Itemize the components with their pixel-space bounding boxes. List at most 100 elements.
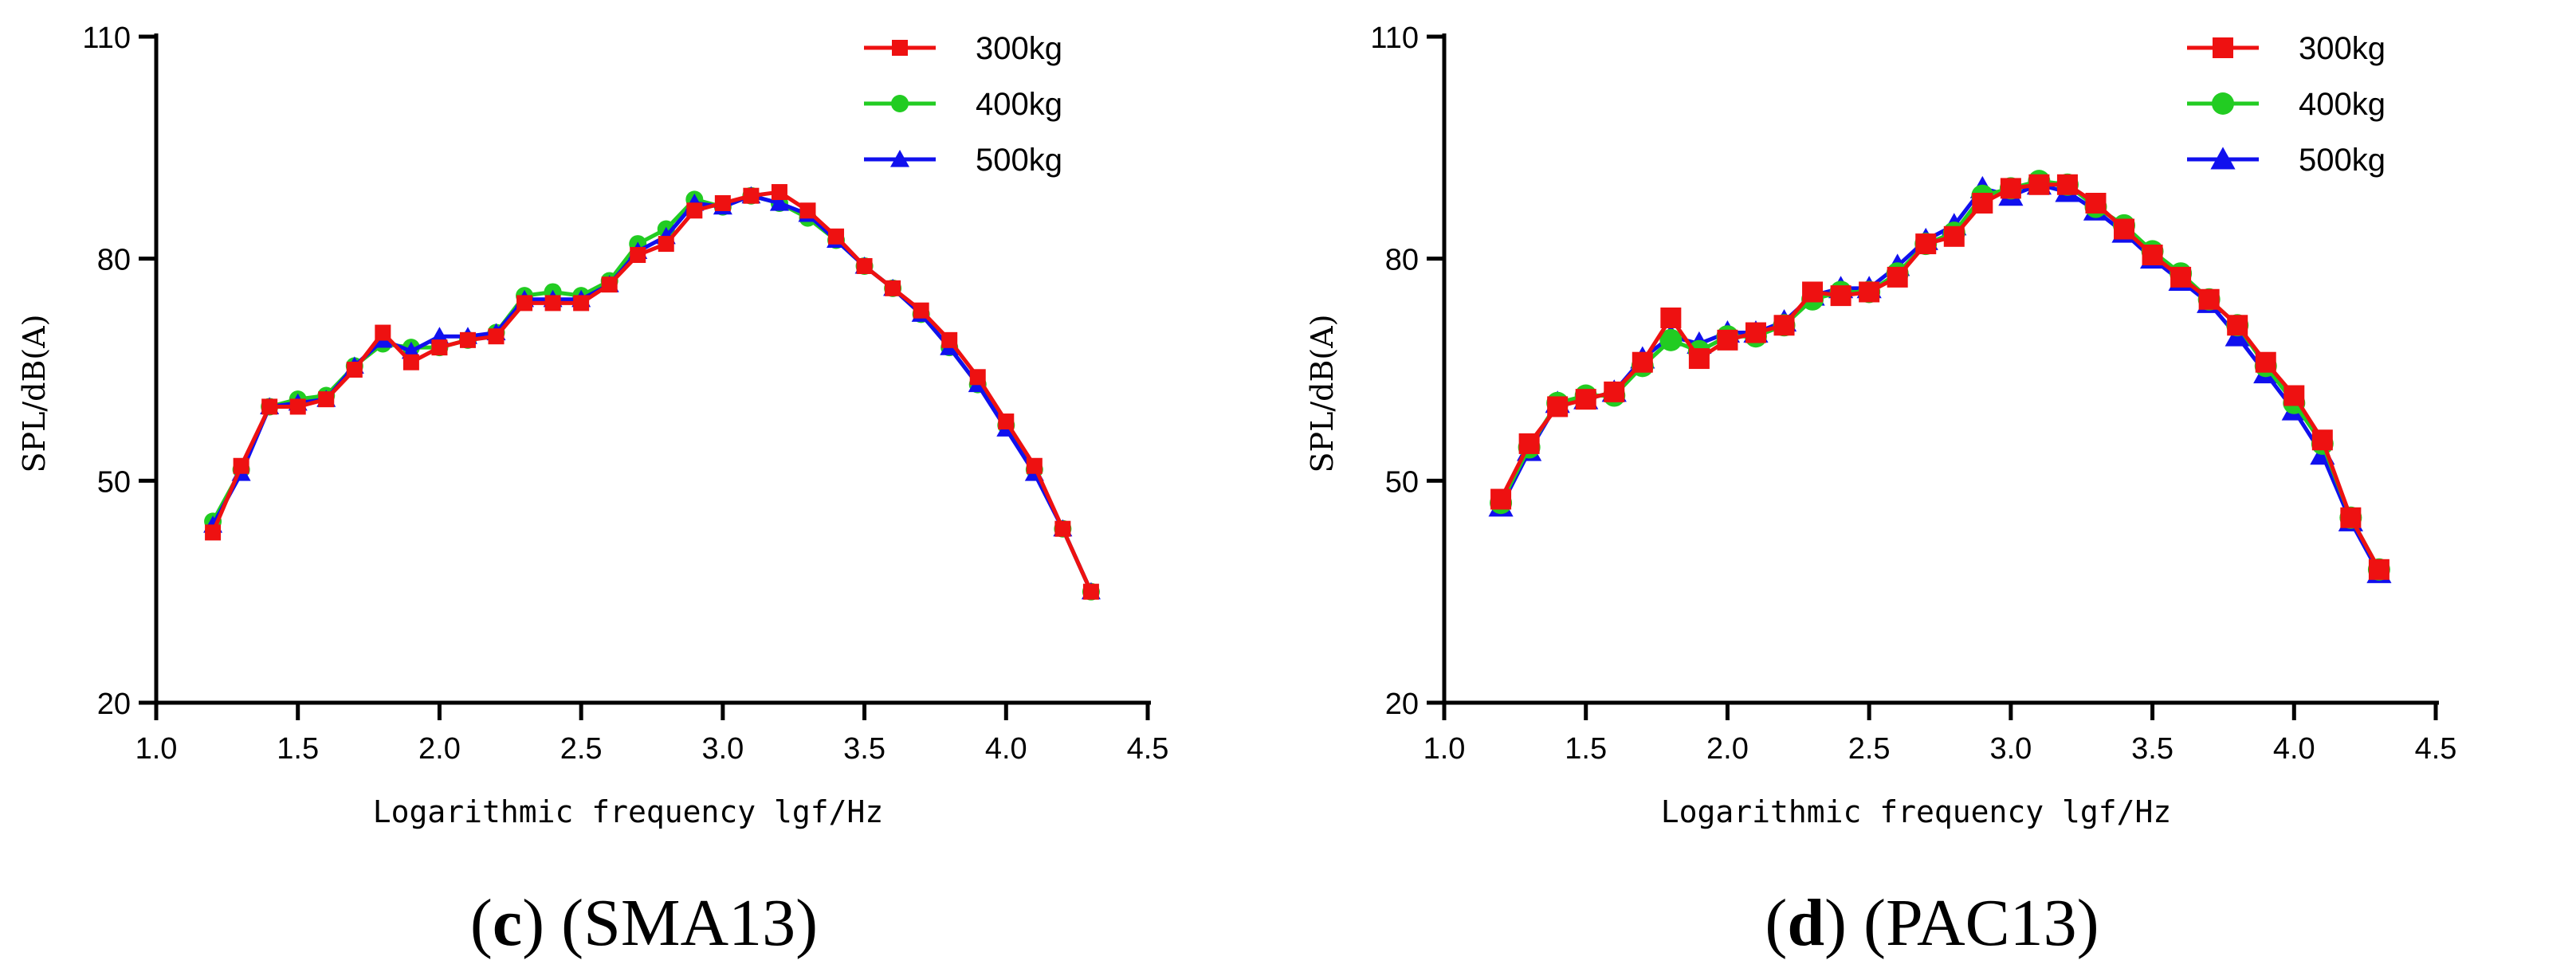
data-point-300kg xyxy=(2056,174,2078,195)
y-tick-label: 50 xyxy=(1385,465,1419,499)
data-point-300kg xyxy=(1490,488,1512,510)
legend-swatch-marker xyxy=(890,150,909,167)
y-tick-label: 110 xyxy=(1370,22,1419,55)
data-point-300kg xyxy=(318,391,335,408)
data-point-300kg xyxy=(2114,218,2135,240)
data-point-300kg xyxy=(233,457,249,474)
data-point-300kg xyxy=(261,398,278,415)
data-point-300kg xyxy=(1773,315,1795,336)
x-tick-label: 1.0 xyxy=(1423,732,1466,766)
data-point-300kg xyxy=(828,228,845,245)
data-point-300kg xyxy=(1660,307,1682,328)
series-300kg-c xyxy=(205,184,1099,600)
legend-label-300kg: 300kg xyxy=(976,31,1062,66)
y-tick-label: 80 xyxy=(97,244,131,277)
data-point-300kg xyxy=(1026,457,1043,474)
x-tick-label: 3.5 xyxy=(2131,732,2174,766)
x-tick-label: 2.5 xyxy=(560,732,603,766)
chart-d: 20 50 80 110 1.0 1.5 2.0 2.5 3.0 3.5 4.0 4.5 Logarit… xyxy=(1305,22,2456,829)
series-line-500kg xyxy=(210,194,1094,593)
data-point-300kg xyxy=(1604,381,1625,402)
legend-swatch-marker xyxy=(892,40,908,56)
data-point-300kg xyxy=(459,331,476,348)
data-point-300kg xyxy=(969,369,986,386)
data-point-300kg xyxy=(2283,385,2305,406)
data-point-300kg xyxy=(346,362,363,378)
panel-letter-c: c xyxy=(492,886,523,960)
chart-panel-d: 20 50 80 110 1.0 1.5 2.0 2.5 3.0 3.5 4.0 4.5 Logarit… xyxy=(1288,0,2576,972)
data-point-300kg xyxy=(2085,193,2107,214)
data-point-400kg xyxy=(1659,328,1683,351)
data-point-300kg xyxy=(1745,322,1766,343)
data-point-300kg xyxy=(1972,193,1993,214)
data-point-300kg xyxy=(1518,433,1540,454)
data-point-300kg xyxy=(516,295,533,312)
data-point-300kg xyxy=(1915,233,1937,255)
legend-swatch-marker xyxy=(2212,92,2234,115)
data-point-300kg xyxy=(573,295,590,312)
data-point-300kg xyxy=(2255,351,2276,373)
data-point-300kg xyxy=(885,280,901,296)
legend-swatch-marker xyxy=(2213,37,2233,58)
panel-title-d: (PAC13) xyxy=(1863,886,2099,960)
x-tick-label: 2.0 xyxy=(418,732,461,766)
data-point-300kg xyxy=(1830,285,1852,307)
data-point-300kg xyxy=(1802,281,1824,303)
data-point-300kg xyxy=(658,236,674,253)
data-point-300kg xyxy=(488,328,505,345)
axes-d: 20 50 80 110 1.0 1.5 2.0 2.5 3.0 3.5 4.0 4.5 Logarit… xyxy=(1305,22,2456,829)
data-point-300kg xyxy=(799,202,816,219)
data-point-300kg xyxy=(431,339,448,356)
chart-panel-c: 20 50 80 110 1.0 1.5 2.0 2.5 3.0 3.5 4.0 4.5 Logarit… xyxy=(17,22,1169,960)
series-line-300kg xyxy=(210,190,1094,593)
data-point-300kg xyxy=(2028,174,2050,195)
data-point-300kg xyxy=(1082,583,1099,600)
panel-caption-d: (d) (PAC13) xyxy=(1765,886,2099,960)
x-tick-label: 4.0 xyxy=(2273,732,2315,766)
legend-d: 300kg 400kg 500kg xyxy=(2187,31,2386,178)
chart-c: 20 50 80 110 1.0 1.5 2.0 2.5 3.0 3.5 4.0 4.5 Logarit… xyxy=(17,22,1169,829)
legend-label-500kg: 500kg xyxy=(2299,143,2386,178)
data-point-300kg xyxy=(601,276,618,293)
data-point-300kg xyxy=(2368,559,2389,580)
data-point-300kg xyxy=(1632,351,1653,373)
x-tick-label: 4.5 xyxy=(1127,732,1169,766)
x-tick-label: 3.0 xyxy=(1989,732,2032,766)
x-tick-label: 1.0 xyxy=(135,732,178,766)
legend-label-400kg: 400kg xyxy=(2299,87,2386,122)
data-point-300kg xyxy=(1717,329,1738,351)
x-tick-label: 1.5 xyxy=(1565,732,1607,766)
data-point-300kg xyxy=(2142,245,2163,266)
data-point-300kg xyxy=(2170,266,2192,288)
legend-label-400kg: 400kg xyxy=(976,87,1062,122)
data-point-300kg xyxy=(1054,520,1071,537)
data-point-300kg xyxy=(913,302,929,319)
y-tick-label: 80 xyxy=(1385,244,1419,277)
data-point-300kg xyxy=(630,247,646,264)
data-point-300kg xyxy=(544,295,561,312)
data-point-300kg xyxy=(1575,389,1596,410)
x-tick-label: 2.5 xyxy=(1848,732,1891,766)
y-tick-label: 20 xyxy=(97,688,131,721)
y-tick-label: 110 xyxy=(82,22,131,55)
data-point-300kg xyxy=(941,331,958,348)
data-point-300kg xyxy=(402,354,419,370)
x-tick-label: 2.0 xyxy=(1706,732,1749,766)
data-point-300kg xyxy=(856,257,873,274)
legend-label-500kg: 500kg xyxy=(976,143,1062,178)
legend-swatch-marker xyxy=(891,95,909,112)
y-axis-label: SPL/dB(A) xyxy=(17,315,52,473)
data-point-300kg xyxy=(2340,507,2362,528)
panel-letter-d: d xyxy=(1787,886,1825,960)
data-point-300kg xyxy=(743,187,760,204)
panel-title-c: (SMA13) xyxy=(561,886,819,960)
legend-label-300kg: 300kg xyxy=(2299,31,2386,66)
data-point-300kg xyxy=(375,324,391,341)
y-tick-label: 20 xyxy=(1385,688,1419,721)
x-tick-label: 3.0 xyxy=(701,732,744,766)
data-point-300kg xyxy=(205,524,222,541)
data-point-300kg xyxy=(1887,266,1908,288)
legend-swatch-marker xyxy=(2210,147,2236,170)
data-point-300kg xyxy=(1688,348,1710,370)
data-point-300kg xyxy=(771,184,787,201)
